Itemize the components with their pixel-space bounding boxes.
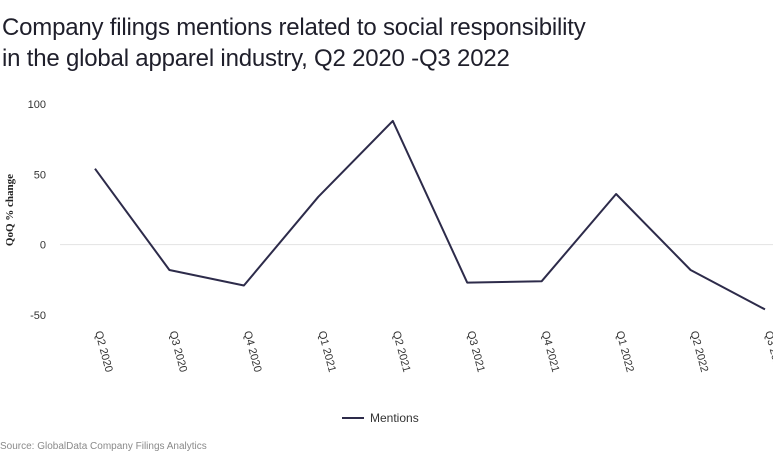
series-line-mentions [94, 119, 766, 311]
x-tick-label: Q4 2021 [539, 330, 562, 374]
x-tick-label: Q3 2020 [167, 330, 190, 374]
x-tick-label: Q2 2020 [92, 330, 115, 374]
chart-title-line-2: in the global apparel industry, Q2 2020 … [2, 45, 510, 72]
y-tick-label: 100 [28, 99, 46, 111]
x-tick-label: Q3 2021 [464, 330, 487, 374]
x-tick-label: Q4 2020 [241, 330, 264, 374]
source-note: Source: GlobalData Company Filings Analy… [0, 441, 207, 452]
x-tick-label: Q3 2022 [762, 330, 773, 374]
y-tick-label: 0 [40, 240, 46, 252]
x-tick-label: Q1 2021 [315, 330, 338, 374]
y-tick-label: 50 [34, 169, 46, 181]
chart-title: Company filings mentions related to soci… [2, 12, 762, 74]
chart-title-line-1: Company filings mentions related to soci… [2, 14, 586, 41]
x-tick-label: Q2 2022 [688, 330, 711, 374]
y-axis-label: QoQ % change [4, 174, 16, 246]
y-tick-label: -50 [30, 310, 46, 322]
x-tick-label: Q2 2021 [390, 330, 413, 374]
legend-label-mentions: Mentions [370, 411, 419, 425]
x-tick-label: Q1 2022 [613, 330, 636, 374]
